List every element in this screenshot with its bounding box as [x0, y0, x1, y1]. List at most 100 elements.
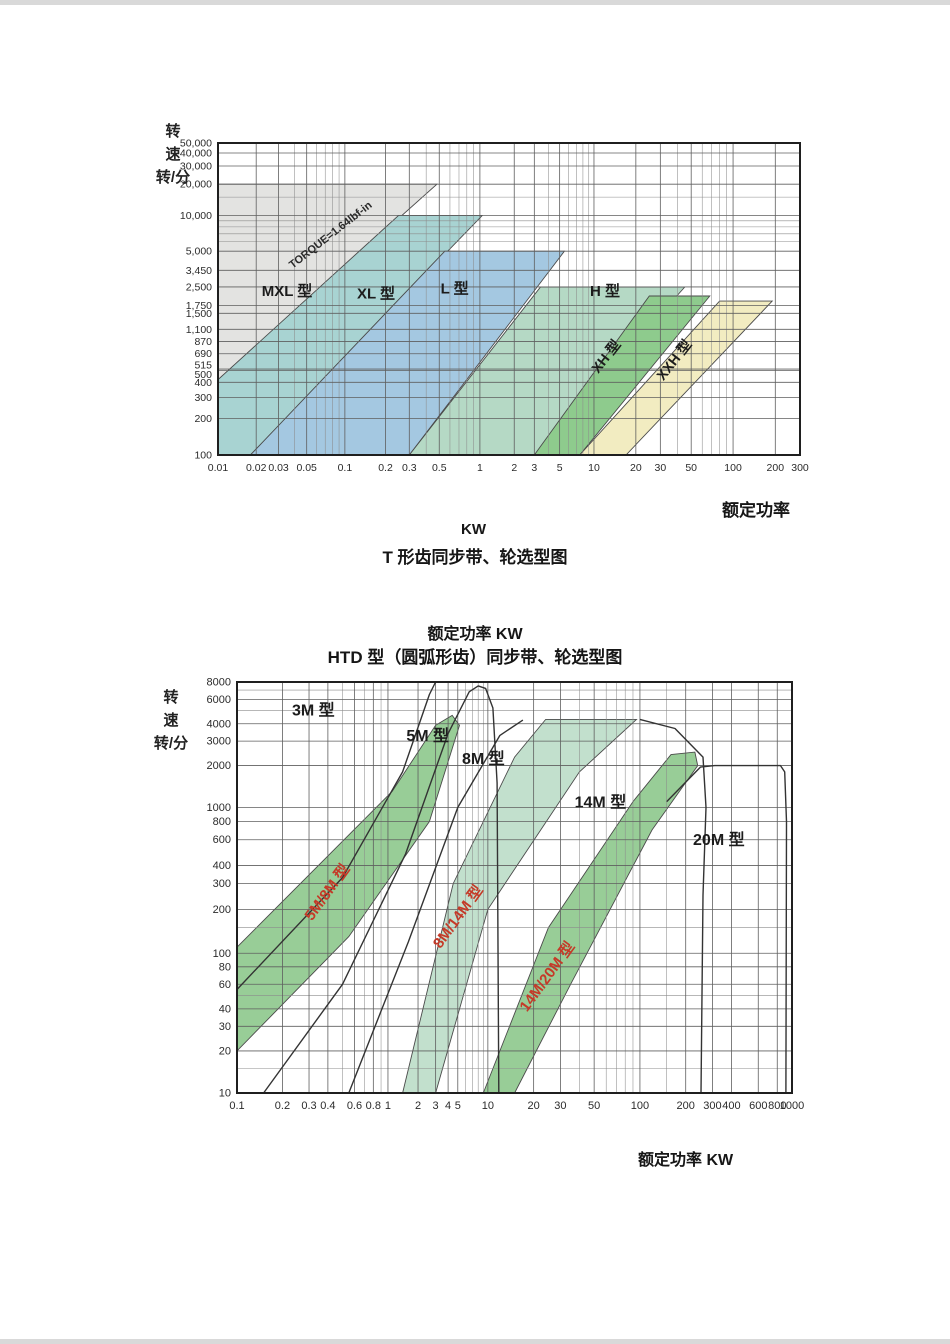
region-label: 20M 型 — [693, 831, 745, 849]
y-tick-label: 100 — [213, 948, 231, 960]
y-tick-label: 3,450 — [186, 265, 212, 277]
htd-chart-title: HTD 型（圆弧形齿）同步带、轮选型图 — [327, 648, 623, 667]
x-tick-label: 600 — [749, 1100, 767, 1112]
y-tick-label: 690 — [194, 348, 212, 360]
x-tick-label: 0.05 — [296, 462, 317, 474]
y-axis-title-line: 转/分 — [155, 169, 191, 186]
x-tick-label: 5 — [557, 462, 563, 474]
x-tick-label: 20 — [630, 462, 642, 474]
minor-gridlines — [237, 682, 792, 1093]
outline-5M-boundary — [263, 685, 500, 1094]
major-gridlines — [236, 681, 793, 1094]
x-tick-label: 300 — [703, 1100, 721, 1112]
y-tick-label: 2,500 — [186, 281, 212, 293]
x-tick-label: 20 — [528, 1100, 540, 1112]
plot-frame — [217, 142, 801, 456]
x-tick-label: 1 — [385, 1100, 391, 1112]
page-edge-bottom — [0, 1339, 950, 1344]
x-tick-label: 2 — [511, 462, 517, 474]
x-tick-label: 1000 — [780, 1100, 804, 1112]
region-label: XL 型 — [357, 285, 395, 303]
y-tick-label: 300 — [213, 878, 231, 890]
y-tick-label: 200 — [194, 413, 212, 425]
x-tick-label: 0.2 — [275, 1100, 290, 1112]
y-tick-label: 1,100 — [186, 324, 212, 336]
y-tick-label: 50,000 — [180, 138, 212, 150]
y-tick-label: 3000 — [207, 736, 231, 748]
y-tick-label: 400 — [213, 860, 231, 872]
x-tick-label: 0.5 — [432, 462, 447, 474]
x-tick-label: 50 — [685, 462, 697, 474]
x-tick-label: 3 — [531, 462, 537, 474]
x-tick-label: 200 — [677, 1100, 695, 1112]
htd-belt-selection-chart: 0.1 0.2 0.3 0.4 0.6 0.8 1 2 3 4 5 10 20 30 50 100 200 300… — [207, 677, 805, 1113]
y-tick-label: 20,000 — [180, 179, 212, 191]
y-tick-label: 40,000 — [180, 148, 212, 160]
y-tick-label: 6000 — [207, 694, 231, 706]
tick-labels: 0.01 0.02 0.03 0.05 0.1 0.2 0.3 0.5 1 2 3 5 10 20 30 50… — [180, 138, 809, 475]
y-axis-title-line: 速 — [163, 712, 179, 729]
t-chart-title: T 形齿同步带、轮选型图 — [382, 548, 568, 567]
x-tick-label: 30 — [554, 1100, 566, 1112]
y-axis-title-line: 速 — [165, 146, 181, 163]
x-tick-label: 10 — [482, 1100, 494, 1112]
y-tick-label: 30 — [219, 1021, 231, 1033]
htd-chart-y-axis-title: 转 速 转/分 — [141, 686, 201, 755]
x-tick-label: 400 — [722, 1100, 740, 1112]
y-tick-label: 2000 — [207, 760, 231, 772]
x-tick-label: 30 — [654, 462, 666, 474]
x-tick-label: 200 — [767, 462, 785, 474]
y-tick-label: 515 — [194, 360, 212, 372]
x-tick-label: 0.3 — [402, 462, 417, 474]
htd-chart-power-label: 额定功率 KW — [427, 626, 523, 643]
page-edge-top — [0, 0, 950, 5]
y-tick-label: 40 — [219, 1003, 231, 1015]
outline-20M-boundary — [666, 764, 788, 1094]
x-tick-label: 100 — [724, 462, 742, 474]
t-belt-selection-chart: 0.01 0.02 0.03 0.05 0.1 0.2 0.3 0.5 1 2 3 5 10 20 30 50… — [180, 138, 809, 475]
y-tick-label: 10 — [219, 1088, 231, 1100]
outline-14M-boundary — [639, 718, 707, 1094]
t-chart-x-axis-label: 额定功率 — [722, 501, 790, 520]
y-tick-label: 100 — [194, 450, 212, 462]
y-tick-label: 870 — [194, 336, 212, 348]
region-label: 8M 型 — [462, 750, 505, 768]
x-tick-label: 0.1 — [338, 462, 353, 474]
y-tick-label: 8000 — [207, 677, 231, 689]
tick-labels: 0.1 0.2 0.3 0.4 0.6 0.8 1 2 3 4 5 10 20 30 50 100 200 300… — [207, 677, 805, 1113]
x-tick-label: 800 — [768, 1100, 786, 1112]
x-tick-label: 10 — [588, 462, 600, 474]
region-label: 5M 型 — [406, 727, 449, 745]
y-tick-label: 60 — [219, 979, 231, 991]
y-axis-title-line: 转 — [165, 123, 181, 140]
region-label: L 型 — [441, 280, 469, 298]
region-label: 3M 型 — [292, 701, 335, 719]
y-tick-label: 1000 — [207, 802, 231, 814]
x-tick-label: 0.6 — [347, 1100, 362, 1112]
y-axis-title-line: 转 — [163, 689, 179, 706]
x-tick-label: 0.3 — [301, 1100, 316, 1112]
x-tick-label: 3 — [433, 1100, 439, 1112]
region-label: 14M 型 — [575, 793, 627, 811]
x-tick-label: 300 — [791, 462, 809, 474]
x-tick-label: 0.4 — [320, 1100, 335, 1112]
x-tick-label: 0.03 — [268, 462, 289, 474]
minor-gridlines — [218, 143, 800, 455]
y-tick-label: 600 — [213, 834, 231, 846]
y-tick-label: 200 — [213, 904, 231, 916]
y-tick-label: 500 — [194, 369, 212, 381]
band-8M-14M — [402, 718, 638, 1094]
region-label: MXL 型 — [262, 282, 313, 300]
t-chart-y-axis-title: 转 速 转/分 — [143, 120, 203, 189]
t-chart-x-axis-unit: KW — [461, 521, 486, 538]
y-tick-label: 4000 — [207, 718, 231, 730]
y-tick-label: 1,500 — [186, 308, 212, 320]
y-axis-title-line: 转/分 — [153, 735, 189, 752]
x-tick-label: 50 — [588, 1100, 600, 1112]
x-tick-label: 0.01 — [208, 462, 229, 474]
y-tick-label: 80 — [219, 961, 231, 973]
y-tick-label: 800 — [213, 816, 231, 828]
plot-frame — [236, 681, 793, 1094]
x-tick-label: 1 — [477, 462, 483, 474]
